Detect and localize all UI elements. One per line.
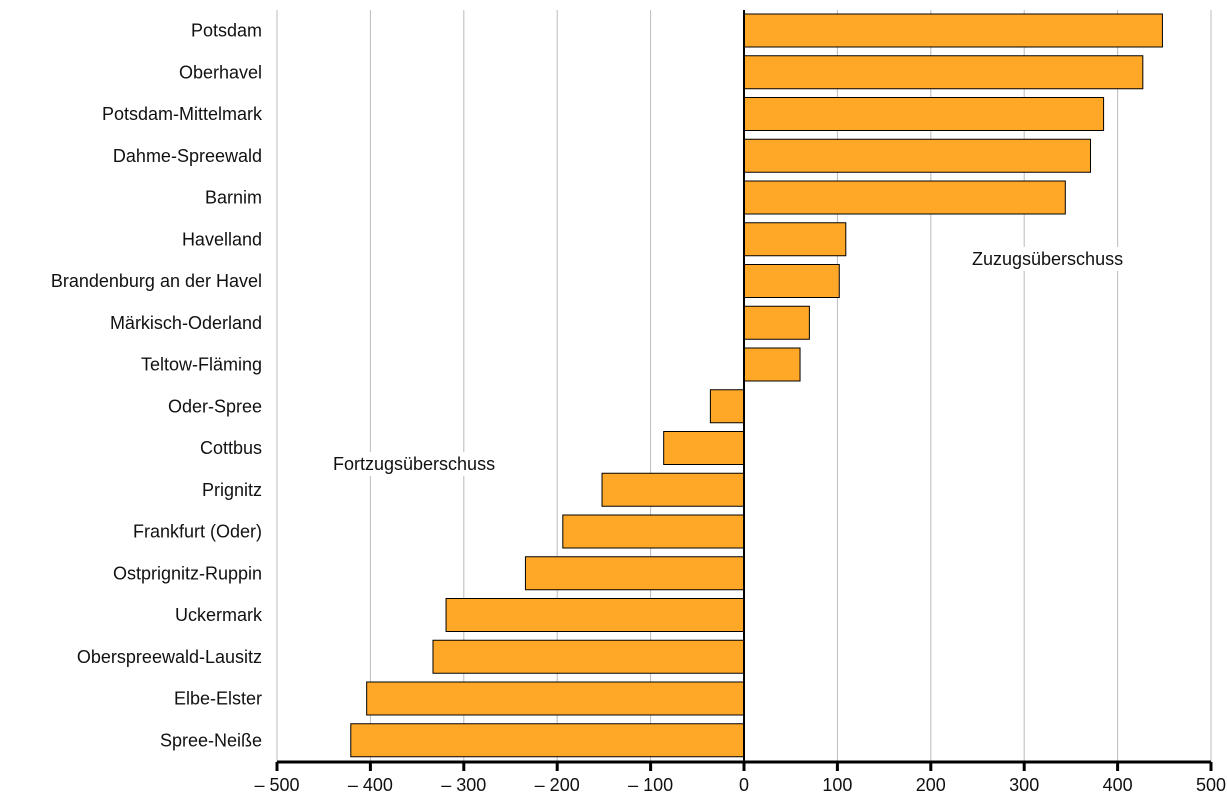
x-tick-label: 0 (739, 775, 749, 795)
category-label: Potsdam-Mittelmark (102, 104, 263, 124)
category-label: Potsdam (191, 21, 262, 41)
bar (432, 639, 745, 674)
bar (663, 431, 745, 465)
x-tick-label: – 200 (535, 775, 580, 795)
x-tick-label: 200 (916, 775, 946, 795)
x-tick-label: 300 (1009, 775, 1039, 795)
x-tick-label: 400 (1103, 775, 1133, 795)
category-label: Oberhavel (179, 62, 262, 82)
bar (743, 138, 1092, 173)
bar (524, 556, 745, 591)
bar (743, 264, 840, 298)
x-tick-label: – 500 (254, 775, 299, 795)
annotation-background (968, 247, 1128, 271)
category-label: Teltow-Fläming (141, 355, 262, 375)
bar (709, 389, 745, 424)
category-label: Spree-Neiße (160, 730, 262, 750)
category-label: Barnim (205, 188, 262, 208)
category-label: Märkisch-Oderland (110, 313, 262, 333)
bar (743, 347, 801, 382)
category-label: Prignitz (202, 480, 262, 500)
bar (562, 514, 745, 549)
bars (350, 13, 1163, 758)
bar (743, 97, 1105, 131)
category-label: Havelland (182, 229, 262, 249)
x-tick-label: – 400 (348, 775, 393, 795)
category-label: Oberspreewald-Lausitz (77, 647, 262, 667)
bar (743, 13, 1163, 48)
category-label: Elbe-Elster (174, 689, 262, 709)
x-ticks: – 500 – 400 – 300 – 200 – 100 0 100 200 300 400 50… (254, 762, 1226, 795)
category-label: Frankfurt (Oder) (133, 522, 262, 542)
category-label: Dahme-Spreewald (113, 146, 262, 166)
x-tick-label: – 100 (628, 775, 673, 795)
bar (743, 55, 1144, 90)
annotation-positive: Zuzugsüberschuss (972, 249, 1123, 269)
category-label: Uckermark (175, 605, 263, 625)
annotation-negative: Fortzugsüberschuss (333, 454, 495, 474)
x-tick-label: 500 (1196, 775, 1226, 795)
category-label: Ostprignitz-Ruppin (113, 563, 262, 583)
bar (350, 723, 745, 758)
bar (743, 305, 810, 340)
bar (601, 472, 745, 507)
category-label: Brandenburg an der Havel (51, 271, 262, 291)
annotation-background (329, 452, 500, 476)
grid-lines (276, 10, 1212, 762)
x-tick-label: – 300 (441, 775, 486, 795)
bar (743, 222, 847, 257)
bar (366, 681, 745, 716)
bar (743, 180, 1066, 215)
bar (445, 598, 745, 632)
x-tick-label: 100 (822, 775, 852, 795)
category-labels: Potsdam Oberhavel Potsdam-Mittelmark Dahme-… (51, 21, 263, 751)
category-label: Cottbus (200, 438, 262, 458)
category-label: Oder-Spree (168, 396, 262, 416)
